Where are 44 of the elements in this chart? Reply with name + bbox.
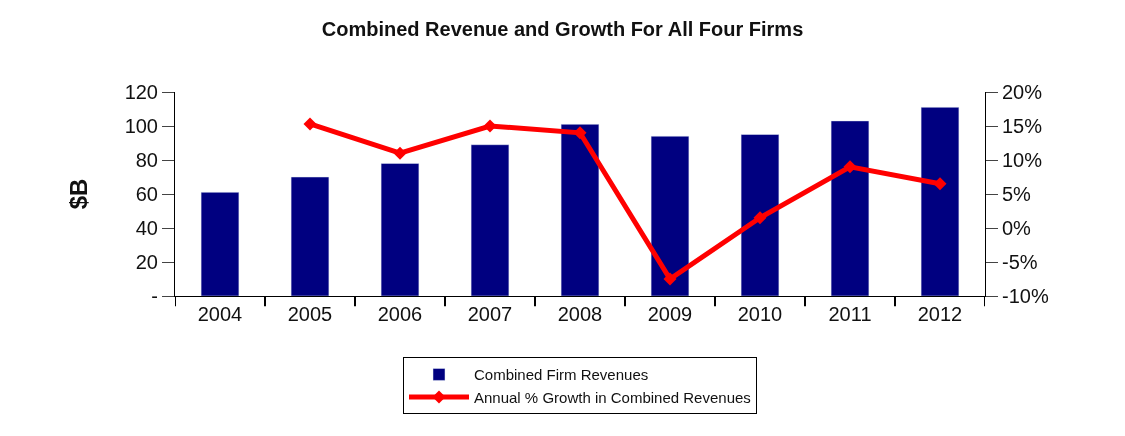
x-tick-label: 2012 <box>917 303 963 325</box>
bar <box>560 124 600 296</box>
y-tick-label: 100 <box>124 115 158 137</box>
point <box>933 177 947 191</box>
x-tick-label: 2006 <box>377 303 423 325</box>
y2-tick-label: 0% <box>1002 217 1032 239</box>
bar <box>290 176 330 296</box>
point <box>393 146 407 160</box>
legend-label: Annual % Growth in Combined Revenues <box>474 388 751 406</box>
point <box>483 119 497 133</box>
bar <box>830 120 870 296</box>
y2-tick-label: -10% <box>1002 285 1049 307</box>
bar <box>470 144 510 296</box>
y-tick-label: 120 <box>124 81 158 103</box>
point <box>663 272 677 286</box>
bar <box>380 163 420 296</box>
chart-title: Combined Revenue and Growth For All Four Firms <box>321 17 804 40</box>
y-axis-title: $B <box>64 178 92 210</box>
y2-tick-label: 15% <box>1002 115 1043 137</box>
bar <box>920 107 960 296</box>
y-tick-label: 80 <box>135 149 158 171</box>
x-tick-label: 2004 <box>197 303 243 325</box>
point <box>843 160 857 174</box>
point <box>753 211 767 225</box>
bar <box>740 134 780 296</box>
point <box>303 117 317 131</box>
y2-tick-label: -5% <box>1002 251 1038 273</box>
x-tick-label: 2007 <box>467 303 513 325</box>
y-tick-label: 60 <box>135 183 158 205</box>
x-tick-label: 2011 <box>828 303 872 325</box>
y-tick-label: - <box>151 285 158 307</box>
y-tick-label: 40 <box>135 217 158 239</box>
x-tick-label: 2005 <box>287 303 333 325</box>
bar <box>200 192 240 296</box>
y2-tick-label: 10% <box>1002 149 1043 171</box>
x-tick-label: 2008 <box>557 303 603 325</box>
x-tick-label: 2009 <box>647 303 693 325</box>
y2-tick-label: 20% <box>1002 81 1043 103</box>
point <box>573 126 587 140</box>
x-tick-label: 2010 <box>737 303 783 325</box>
y2-tick-label: 5% <box>1002 183 1032 205</box>
legend-label: Combined Firm Revenues <box>474 366 649 384</box>
bar <box>650 135 690 296</box>
y-tick-label: 20 <box>135 251 158 273</box>
